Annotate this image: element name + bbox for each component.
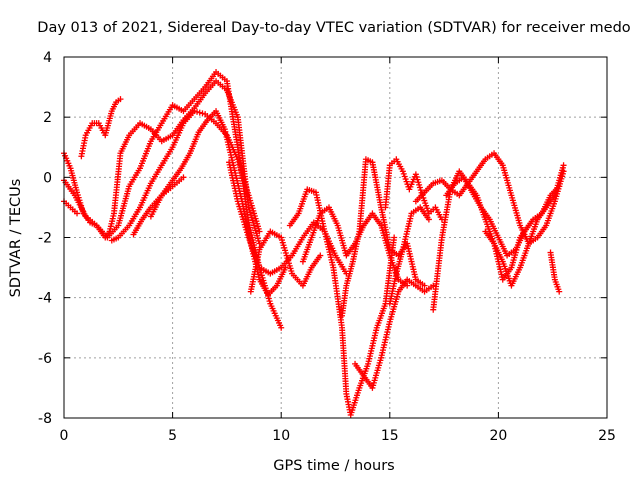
data-point	[196, 109, 203, 116]
x-tick-label: 5	[168, 428, 177, 444]
series-track-8	[226, 159, 350, 277]
data-point	[117, 96, 124, 103]
y-axis-label: SDTVAR / TECUs	[8, 179, 24, 298]
data-point	[194, 108, 201, 115]
y-tick-label: 0	[43, 170, 52, 186]
series-track-15	[386, 204, 432, 307]
y-tick-label: 4	[43, 50, 52, 66]
series-track-19	[482, 162, 567, 289]
data-point	[199, 110, 206, 117]
series-track-10	[286, 186, 398, 418]
series-track-3	[78, 96, 124, 160]
series-track-16	[412, 150, 567, 247]
data-point	[256, 228, 263, 235]
series-track-20	[547, 249, 563, 295]
series-track-18	[443, 174, 563, 259]
data-point	[421, 282, 428, 289]
y-tick-label: -6	[38, 351, 52, 367]
x-tick-label: 0	[60, 428, 69, 444]
data-point	[180, 174, 187, 181]
data-point	[74, 210, 81, 217]
series-track-17	[430, 168, 532, 313]
axis-ticks: 0 5 10 15 20 25 -8 -6 -4 -2 0 2 4	[38, 50, 616, 444]
data-point	[425, 216, 432, 223]
data-point	[560, 162, 567, 169]
data-point	[278, 324, 285, 331]
data-points	[61, 69, 567, 418]
series-track-4	[108, 108, 263, 244]
x-axis-label: GPS time / hours	[273, 458, 394, 474]
chart-title: Day 013 of 2021, Sidereal Day-to-day VTE…	[37, 20, 631, 36]
series-track-7	[61, 198, 81, 217]
data-point	[317, 252, 324, 259]
data-point	[430, 282, 437, 289]
data-point	[391, 234, 398, 241]
series-track-13	[352, 276, 437, 391]
series-track-9	[247, 228, 324, 295]
data-point	[191, 108, 198, 115]
y-tick-label: 2	[43, 110, 52, 126]
y-tick-label: -2	[38, 231, 52, 247]
y-tick-label: -4	[38, 291, 52, 307]
series-track-6	[147, 174, 187, 220]
series-track-14	[382, 156, 445, 223]
series-track-2	[61, 78, 263, 247]
x-tick-label: 20	[489, 428, 507, 444]
x-tick-label: 10	[272, 428, 290, 444]
x-tick-label: 25	[598, 428, 616, 444]
y-tick-label: -8	[38, 411, 52, 427]
x-tick-label: 15	[381, 428, 399, 444]
data-point	[556, 288, 563, 295]
